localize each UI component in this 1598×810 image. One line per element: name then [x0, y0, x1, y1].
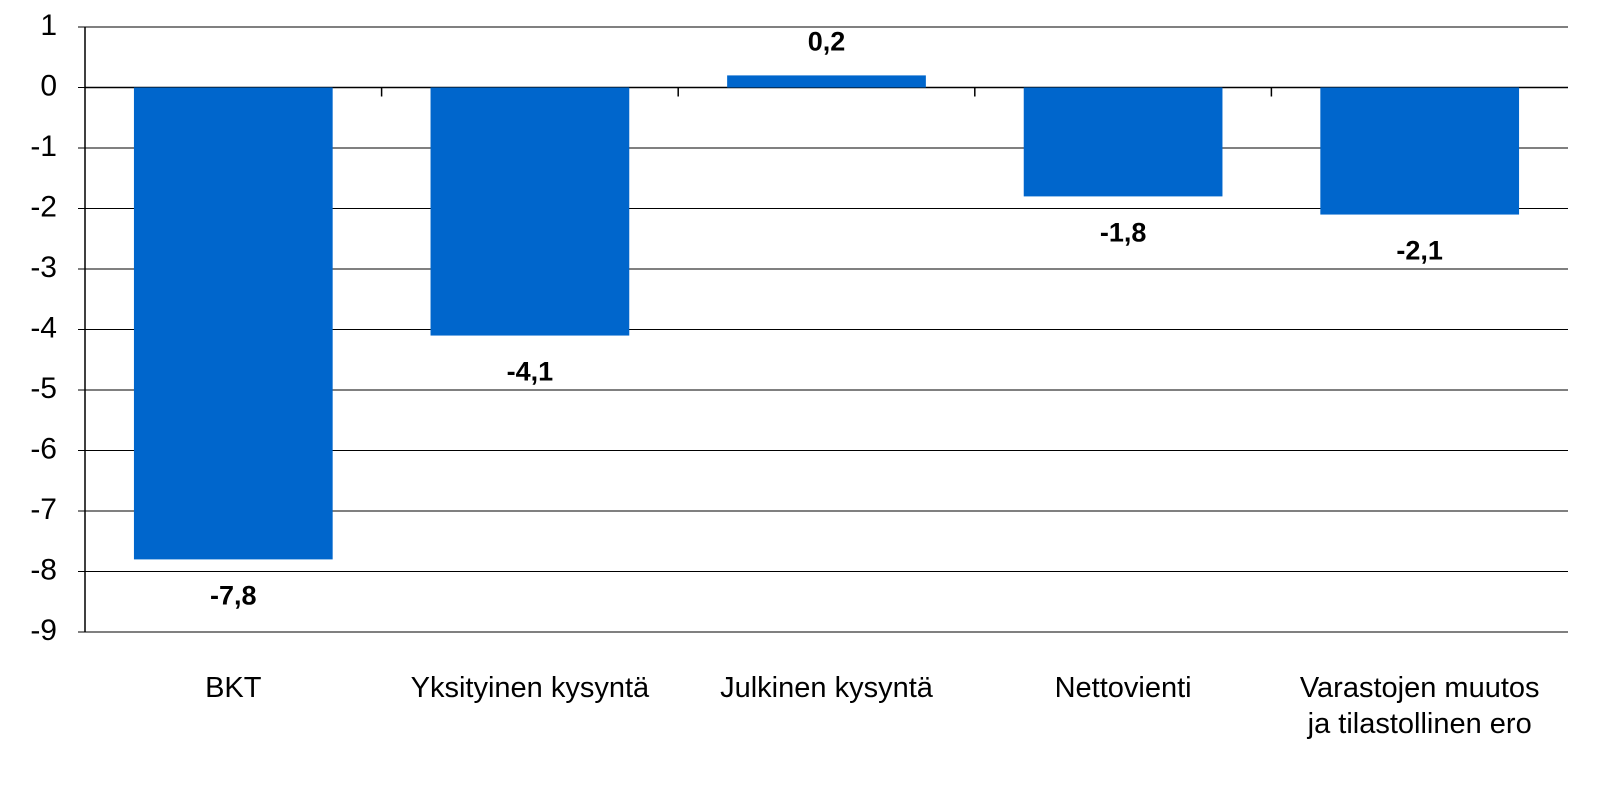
y-tick-label: -2 — [30, 190, 57, 223]
bar — [430, 87, 630, 336]
x-tick-label: Yksityinen kysyntä — [410, 672, 650, 704]
value-label: -2,1 — [1396, 236, 1443, 266]
y-tick-label: -8 — [30, 553, 57, 586]
y-tick-label: -6 — [30, 432, 57, 465]
y-tick-label: 0 — [40, 69, 57, 102]
value-label: -7,8 — [210, 581, 257, 611]
value-label: -4,1 — [507, 357, 554, 387]
value-label: -1,8 — [1100, 218, 1147, 248]
bar — [1023, 87, 1223, 197]
y-tick-label: -3 — [30, 251, 57, 284]
y-tick-label: -4 — [30, 311, 57, 344]
x-tick-label: Julkinen kysyntä — [720, 672, 933, 704]
x-tick-label: Varastojen muutos ja tilastollinen ero — [1299, 672, 1540, 740]
bar — [727, 75, 926, 88]
y-tick-label: 1 — [40, 9, 57, 42]
bar — [1320, 87, 1520, 215]
value-label: 0,2 — [808, 27, 846, 57]
y-tick-label: -9 — [30, 614, 57, 647]
y-tick-label: -1 — [30, 130, 57, 163]
bar — [133, 87, 333, 560]
x-tick-label: BKT — [205, 672, 262, 704]
y-tick-label: -7 — [30, 493, 57, 526]
x-tick-label: Nettovienti — [1054, 672, 1192, 704]
y-tick-label: -5 — [30, 372, 57, 405]
